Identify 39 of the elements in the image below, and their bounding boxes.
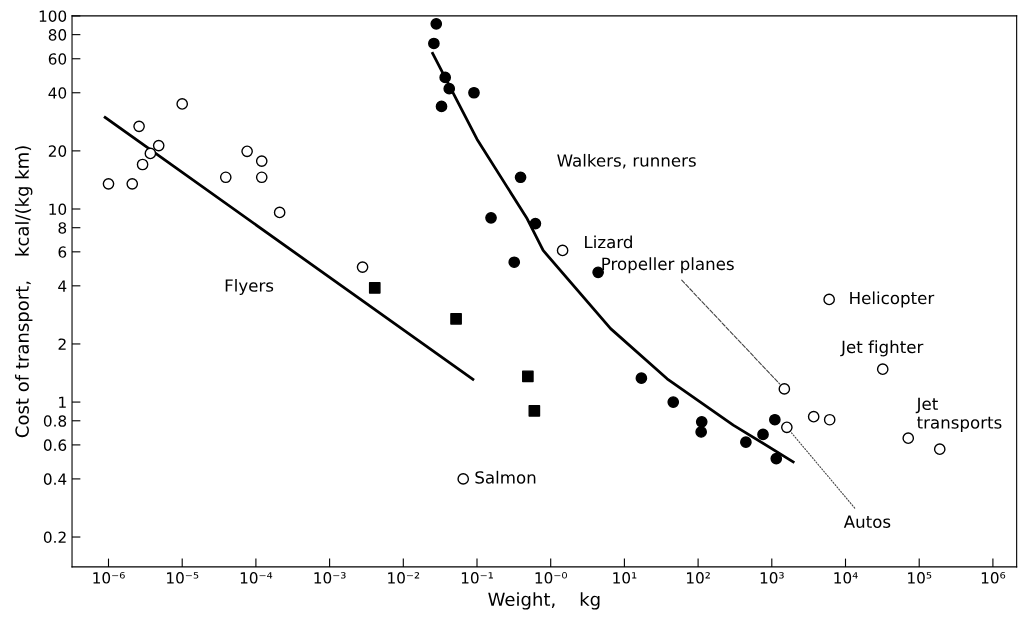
y-tick-label: 0.2 <box>43 531 66 544</box>
y-tick-label: 2 <box>58 338 66 350</box>
x-tick-label: 10⁻⁴ <box>240 572 273 584</box>
x-tick-label: 10⁴ <box>834 572 858 584</box>
y-tick-label: 80 <box>48 29 67 41</box>
y-tick-label: 100 <box>39 10 67 22</box>
y-tick-label: 20 <box>48 145 67 157</box>
y-axis-title: Cost of transport, kcal/(kg km) <box>14 146 33 438</box>
annotation: Walkers, runners <box>557 153 696 169</box>
y-tick-label: 0.6 <box>43 439 67 451</box>
x-tick-label: 10⁻⁰ <box>535 572 567 584</box>
y-tick-label: 10 <box>49 203 67 216</box>
y-tick-label: 0.8 <box>43 415 67 427</box>
annotation: Flyers <box>225 278 274 296</box>
x-tick-label: 10³ <box>760 572 784 584</box>
x-tick-label: 10² <box>687 572 710 584</box>
annotation: Propeller planes <box>602 257 734 274</box>
y-tick-label: 1 <box>59 396 66 408</box>
x-tick-label: 10⁻⁵ <box>167 572 199 584</box>
y-tick-label: 40 <box>48 87 67 99</box>
annotation: Autos <box>843 515 891 528</box>
x-tick-label: 10⁻² <box>388 572 420 584</box>
y-tick-label: 8 <box>58 222 67 234</box>
x-tick-label: 10⁻¹ <box>461 572 493 584</box>
annotation: Jet transports <box>915 397 1002 432</box>
annotation: Helicopter <box>850 291 935 308</box>
annotation: Jet fighter <box>840 340 924 357</box>
y-tick-label: 6 <box>58 246 67 258</box>
y-tick-label: 60 <box>48 53 67 65</box>
y-tick-label: 4 <box>58 280 67 292</box>
annotation: Salmon <box>475 470 536 484</box>
x-axis-title: Weight, kg <box>488 592 600 610</box>
x-tick-label: 10⁵ <box>908 572 932 584</box>
annotation: Lizard <box>585 235 632 249</box>
y-tick-label: 0.4 <box>43 473 67 485</box>
x-tick-label: 10⁻³ <box>314 572 346 584</box>
x-tick-label: 10⁶ <box>981 572 1006 584</box>
x-tick-label: 10⁻⁶ <box>93 572 125 584</box>
x-tick-label: 10¹ <box>613 572 637 584</box>
